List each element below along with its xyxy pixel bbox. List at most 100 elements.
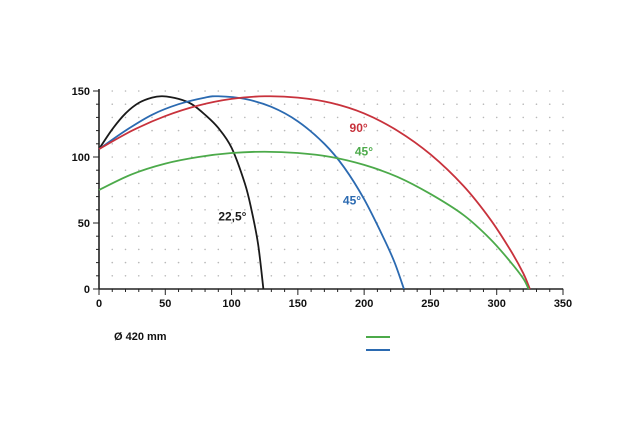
grid-dot (204, 129, 206, 132)
grid-dot (111, 261, 114, 264)
grid-dot (164, 222, 167, 224)
grid-dot (363, 248, 365, 251)
grid-dot (244, 129, 246, 132)
grid-dot (389, 182, 392, 185)
grid-dot (416, 116, 418, 119)
grid-dot (389, 103, 392, 105)
grid-dot (137, 248, 140, 251)
grid-dot (535, 129, 538, 132)
grid-dot (495, 209, 498, 211)
grid-dot (535, 143, 538, 145)
grid-dot (323, 90, 326, 92)
grid-dot (522, 261, 525, 264)
grid-dot (204, 90, 206, 92)
grid-dot (230, 103, 233, 105)
grid-dot (336, 209, 339, 211)
grid-dot (469, 235, 472, 237)
y-tick-label: 50 (78, 218, 90, 230)
grid-dot (522, 195, 525, 198)
grid-dot (217, 195, 220, 198)
grid-dot (323, 182, 326, 185)
grid-dot (336, 248, 339, 251)
x-tick-label: 150 (289, 298, 307, 310)
grid-dot (522, 248, 525, 251)
grid-dot (350, 222, 352, 224)
grid-dot (177, 195, 180, 198)
grid-dot (151, 90, 153, 92)
grid-dot (270, 169, 273, 171)
grid-dot (482, 156, 485, 158)
grid-dot (297, 90, 299, 92)
grid-dot (230, 143, 233, 145)
y-tick-label: 0 (84, 284, 90, 296)
grid-dot (137, 156, 140, 158)
grid-dot (137, 195, 140, 198)
grid-dot (562, 248, 564, 251)
grid-dot (310, 235, 312, 237)
grid-dot (482, 143, 485, 145)
grid-dot (257, 169, 259, 171)
grid-dot (323, 235, 326, 237)
grid-dot (191, 143, 193, 145)
grid-dot (244, 169, 246, 171)
grid-dot (230, 129, 233, 132)
grid-dot (191, 169, 193, 171)
grid-dot (270, 222, 273, 224)
grid-dot (350, 209, 352, 211)
grid-dot (257, 129, 259, 132)
grid-dot (297, 143, 299, 145)
grid-dot (456, 195, 458, 198)
grid-dot (562, 275, 564, 277)
grid-dot (562, 195, 564, 198)
grid-dot (151, 222, 153, 224)
grid-dot (522, 235, 525, 237)
grid-dot (124, 209, 127, 211)
grid-dot (522, 182, 525, 185)
grid-dot (310, 143, 312, 145)
grid-dot (217, 248, 220, 251)
grid-dot (456, 103, 458, 105)
grid-dot (177, 156, 180, 158)
grid-dot (323, 129, 326, 132)
grid-dot (562, 90, 564, 92)
grid-dot (350, 156, 352, 158)
grid-dot (469, 182, 472, 185)
grid-dot (350, 143, 352, 145)
grid-dot (562, 116, 564, 119)
grid-dot (535, 275, 538, 277)
grid-dot (244, 222, 246, 224)
grid-dot (416, 222, 418, 224)
grid-dot (456, 169, 458, 171)
grid-dot (230, 116, 233, 119)
grid-dot (191, 182, 193, 185)
grid-dot (177, 116, 180, 119)
grid-dot (403, 90, 405, 92)
grid-dot (217, 235, 220, 237)
grid-dot (111, 169, 114, 171)
grid-dot (336, 195, 339, 198)
grid-dot (217, 129, 220, 132)
grid-dot (164, 261, 167, 264)
grid-dot (469, 143, 472, 145)
grid-dot (403, 222, 405, 224)
grid-dot (562, 169, 564, 171)
grid-dot (217, 90, 220, 92)
grid-dot (482, 103, 485, 105)
grid-dot (535, 235, 538, 237)
series-line-3 (98, 150, 530, 290)
grid-dot (124, 195, 127, 198)
grid-dot (456, 143, 458, 145)
grid-dot (151, 261, 153, 264)
grid-dot (442, 248, 445, 251)
grid-dot (283, 222, 286, 224)
grid-dot (177, 90, 180, 92)
grid-dot (111, 209, 114, 211)
grid-dot (217, 116, 220, 119)
grid-dot (350, 169, 352, 171)
grid-dot (403, 182, 405, 185)
grid-dot (270, 209, 273, 211)
grid-dot (151, 248, 153, 251)
grid-dot (535, 103, 538, 105)
grid-dot (124, 143, 127, 145)
grid-dot (535, 90, 538, 92)
